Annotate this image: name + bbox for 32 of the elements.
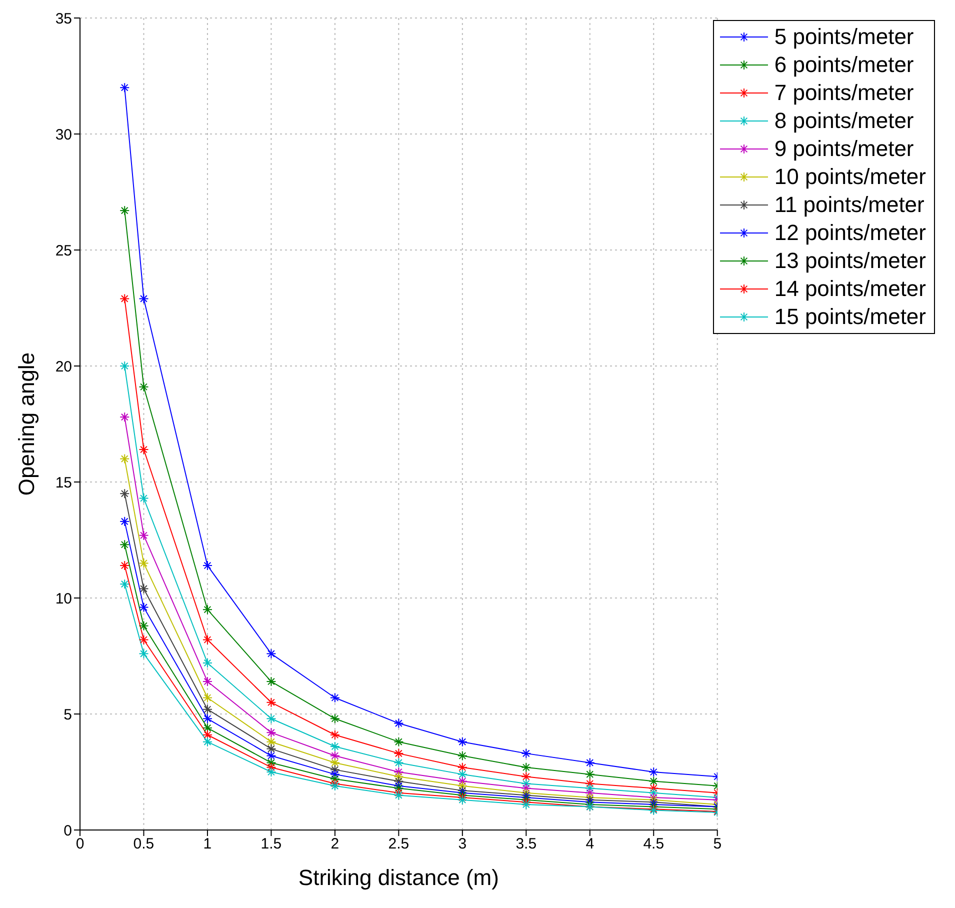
x-tick-label: 1 bbox=[203, 836, 212, 853]
legend-label: 5 points/meter bbox=[774, 24, 914, 50]
x-tick-label: 0.5 bbox=[133, 836, 154, 853]
y-tick-label: 25 bbox=[55, 242, 72, 260]
y-tick-label: 15 bbox=[55, 474, 72, 492]
x-tick-label: 4 bbox=[586, 836, 594, 853]
x-tick-label: 2 bbox=[330, 836, 340, 853]
y-tick-label: 20 bbox=[55, 358, 72, 376]
y-tick-label: 35 bbox=[55, 10, 72, 28]
legend-label: 15 points/meter bbox=[774, 304, 926, 330]
y-tick-label: 10 bbox=[55, 590, 72, 608]
y-tick-label: 30 bbox=[55, 126, 72, 144]
legend-label: 9 points/meter bbox=[774, 136, 914, 162]
legend-label: 12 points/meter bbox=[774, 220, 926, 246]
x-tick-label: 4.5 bbox=[643, 836, 664, 853]
x-tick-label: 2.5 bbox=[388, 836, 410, 853]
x-tick-label: 5 bbox=[713, 836, 722, 853]
legend-label: 6 points/meter bbox=[774, 52, 914, 78]
legend-label: 7 points/meter bbox=[774, 80, 914, 106]
x-tick-label: 3 bbox=[458, 836, 467, 853]
legend-label: 13 points/meter bbox=[774, 248, 926, 274]
y-axis-title: Opening angle bbox=[14, 352, 39, 496]
legend-label: 8 points/meter bbox=[774, 108, 914, 134]
y-tick-label: 5 bbox=[64, 706, 72, 724]
x-tick-label: 3.5 bbox=[516, 836, 537, 853]
x-tick-label: 1.5 bbox=[260, 836, 282, 853]
legend-label: 10 points/meter bbox=[774, 164, 926, 190]
legend-label: 11 points/meter bbox=[774, 192, 924, 218]
legend-label: 14 points/meter bbox=[774, 276, 926, 302]
x-axis-title: Striking distance (m) bbox=[298, 865, 499, 890]
x-tick-label: 0 bbox=[76, 836, 84, 853]
y-tick-label: 0 bbox=[64, 822, 72, 840]
